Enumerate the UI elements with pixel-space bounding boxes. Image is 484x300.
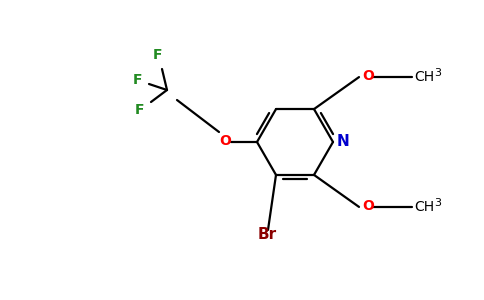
Text: Br: Br <box>258 227 277 242</box>
Text: O: O <box>362 199 374 213</box>
Text: F: F <box>132 73 142 87</box>
Text: O: O <box>219 134 231 148</box>
Text: CH: CH <box>414 70 434 84</box>
Text: N: N <box>337 134 350 149</box>
Text: F: F <box>152 48 162 62</box>
Text: O: O <box>362 69 374 83</box>
Text: 3: 3 <box>434 68 441 78</box>
Text: F: F <box>134 103 144 117</box>
Text: CH: CH <box>414 200 434 214</box>
Text: 3: 3 <box>434 198 441 208</box>
